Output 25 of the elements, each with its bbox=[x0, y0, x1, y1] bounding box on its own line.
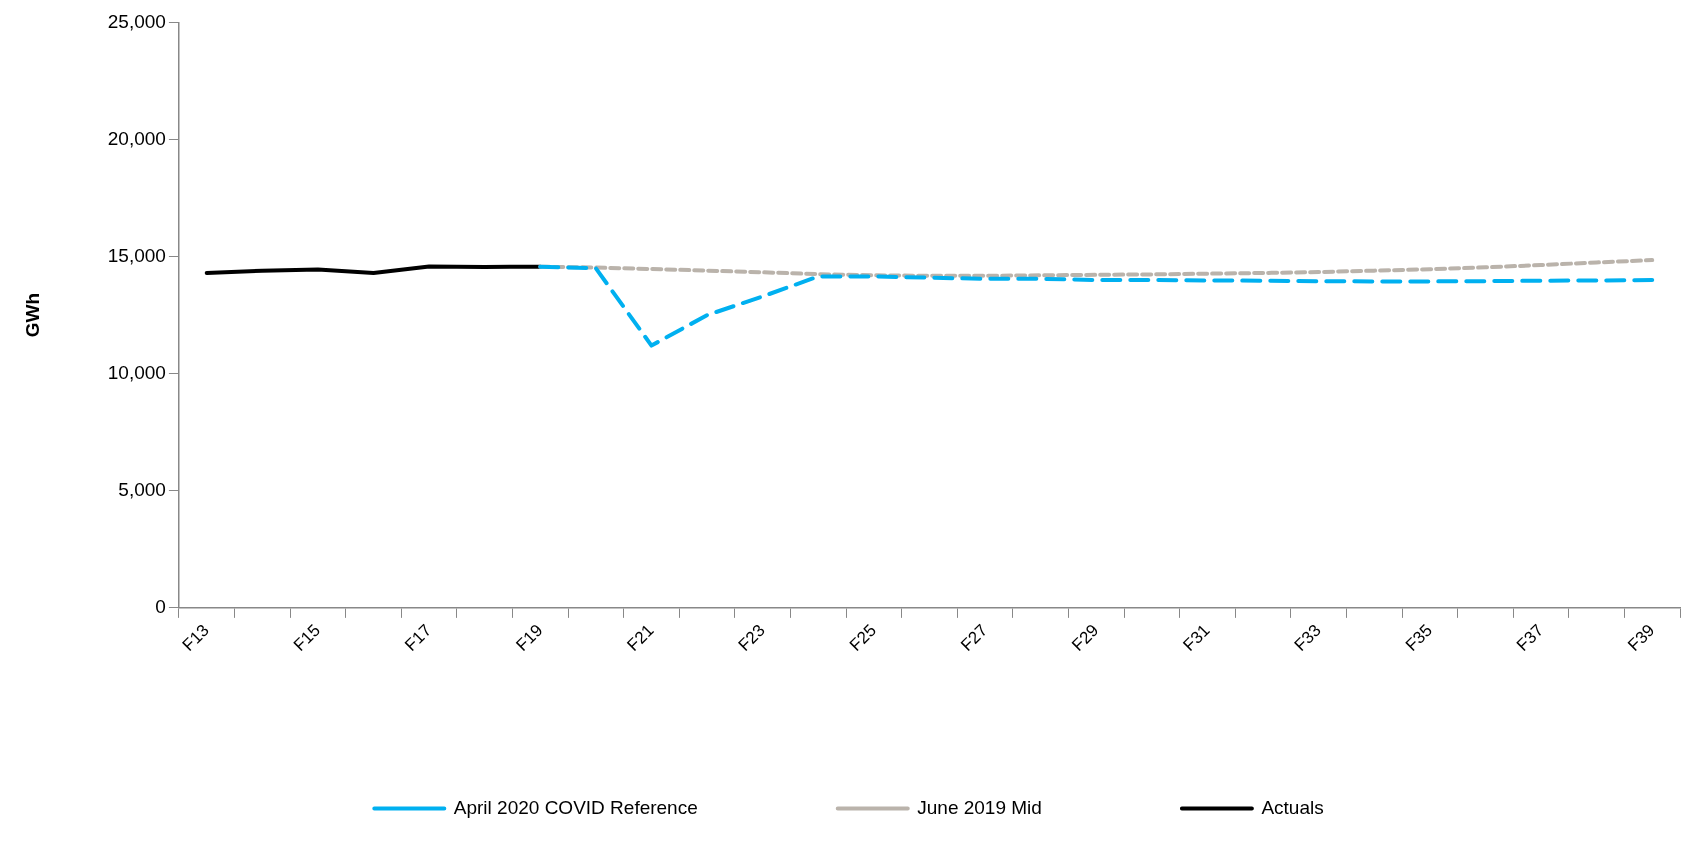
x-tick-label: F13 bbox=[178, 620, 213, 655]
x-tick-label: F29 bbox=[1068, 620, 1103, 655]
x-tick-label: F15 bbox=[289, 620, 325, 655]
y-tick-label: 25,000 bbox=[107, 10, 166, 32]
x-tick-label: F33 bbox=[1290, 620, 1325, 655]
legend-label: April 2020 COVID Reference bbox=[453, 796, 698, 818]
y-tick-label: 10,000 bbox=[107, 361, 166, 383]
line-series bbox=[538, 264, 1655, 348]
legend-label: Actuals bbox=[1261, 796, 1324, 818]
y-tick-label: 15,000 bbox=[107, 244, 166, 266]
legend-label: June 2019 Mid bbox=[917, 796, 1042, 818]
x-tick-label: F25 bbox=[845, 620, 880, 655]
x-tick-label: F17 bbox=[401, 620, 436, 655]
y-axis-title: GWh bbox=[21, 292, 43, 338]
x-tick-label: F39 bbox=[1624, 620, 1659, 655]
y-tick-label: 0 bbox=[155, 596, 166, 618]
x-tick-label: F35 bbox=[1401, 620, 1436, 655]
x-tick-label: F23 bbox=[734, 620, 769, 655]
x-tick-label: F19 bbox=[512, 620, 547, 655]
x-tick-label: F21 bbox=[623, 620, 658, 655]
x-tick-label: F31 bbox=[1179, 620, 1214, 655]
y-tick-label: 20,000 bbox=[107, 127, 166, 149]
x-tick-label: F27 bbox=[957, 620, 992, 655]
x-tick-label: F37 bbox=[1513, 620, 1548, 655]
y-tick-label: 5,000 bbox=[118, 479, 166, 500]
